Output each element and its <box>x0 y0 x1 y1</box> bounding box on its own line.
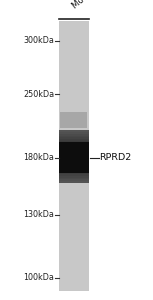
Bar <box>60 112 87 128</box>
Bar <box>59 141 89 142</box>
Bar <box>59 174 89 176</box>
Bar <box>59 146 89 148</box>
Text: 100kDa: 100kDa <box>23 273 54 282</box>
Bar <box>59 134 89 136</box>
Bar <box>59 172 89 174</box>
Bar <box>59 179 89 181</box>
Bar <box>59 181 89 183</box>
Bar <box>59 164 89 165</box>
Bar <box>59 144 89 146</box>
Bar <box>59 21 89 291</box>
Bar <box>59 149 89 151</box>
Bar <box>59 170 89 172</box>
Bar <box>59 165 89 167</box>
Bar <box>59 151 89 153</box>
Text: 250kDa: 250kDa <box>23 90 54 99</box>
Bar <box>59 135 89 137</box>
Text: 180kDa: 180kDa <box>23 153 54 162</box>
Bar <box>59 137 89 139</box>
Bar <box>59 158 89 160</box>
Bar <box>59 167 89 169</box>
Bar <box>59 132 89 134</box>
Bar <box>59 169 89 171</box>
Bar <box>59 139 89 141</box>
Bar <box>59 176 89 178</box>
Bar <box>59 154 89 157</box>
Bar <box>59 142 89 144</box>
Bar <box>59 156 89 158</box>
Bar <box>59 153 89 155</box>
Text: 130kDa: 130kDa <box>23 210 54 219</box>
Text: RPRD2: RPRD2 <box>99 153 132 162</box>
Bar <box>59 130 89 132</box>
Text: 300kDa: 300kDa <box>23 36 54 45</box>
Bar <box>59 142 89 173</box>
Bar <box>59 178 89 179</box>
Bar <box>59 148 89 150</box>
Bar <box>59 162 89 164</box>
Bar <box>59 160 89 162</box>
Text: Mouse liver: Mouse liver <box>71 0 114 11</box>
